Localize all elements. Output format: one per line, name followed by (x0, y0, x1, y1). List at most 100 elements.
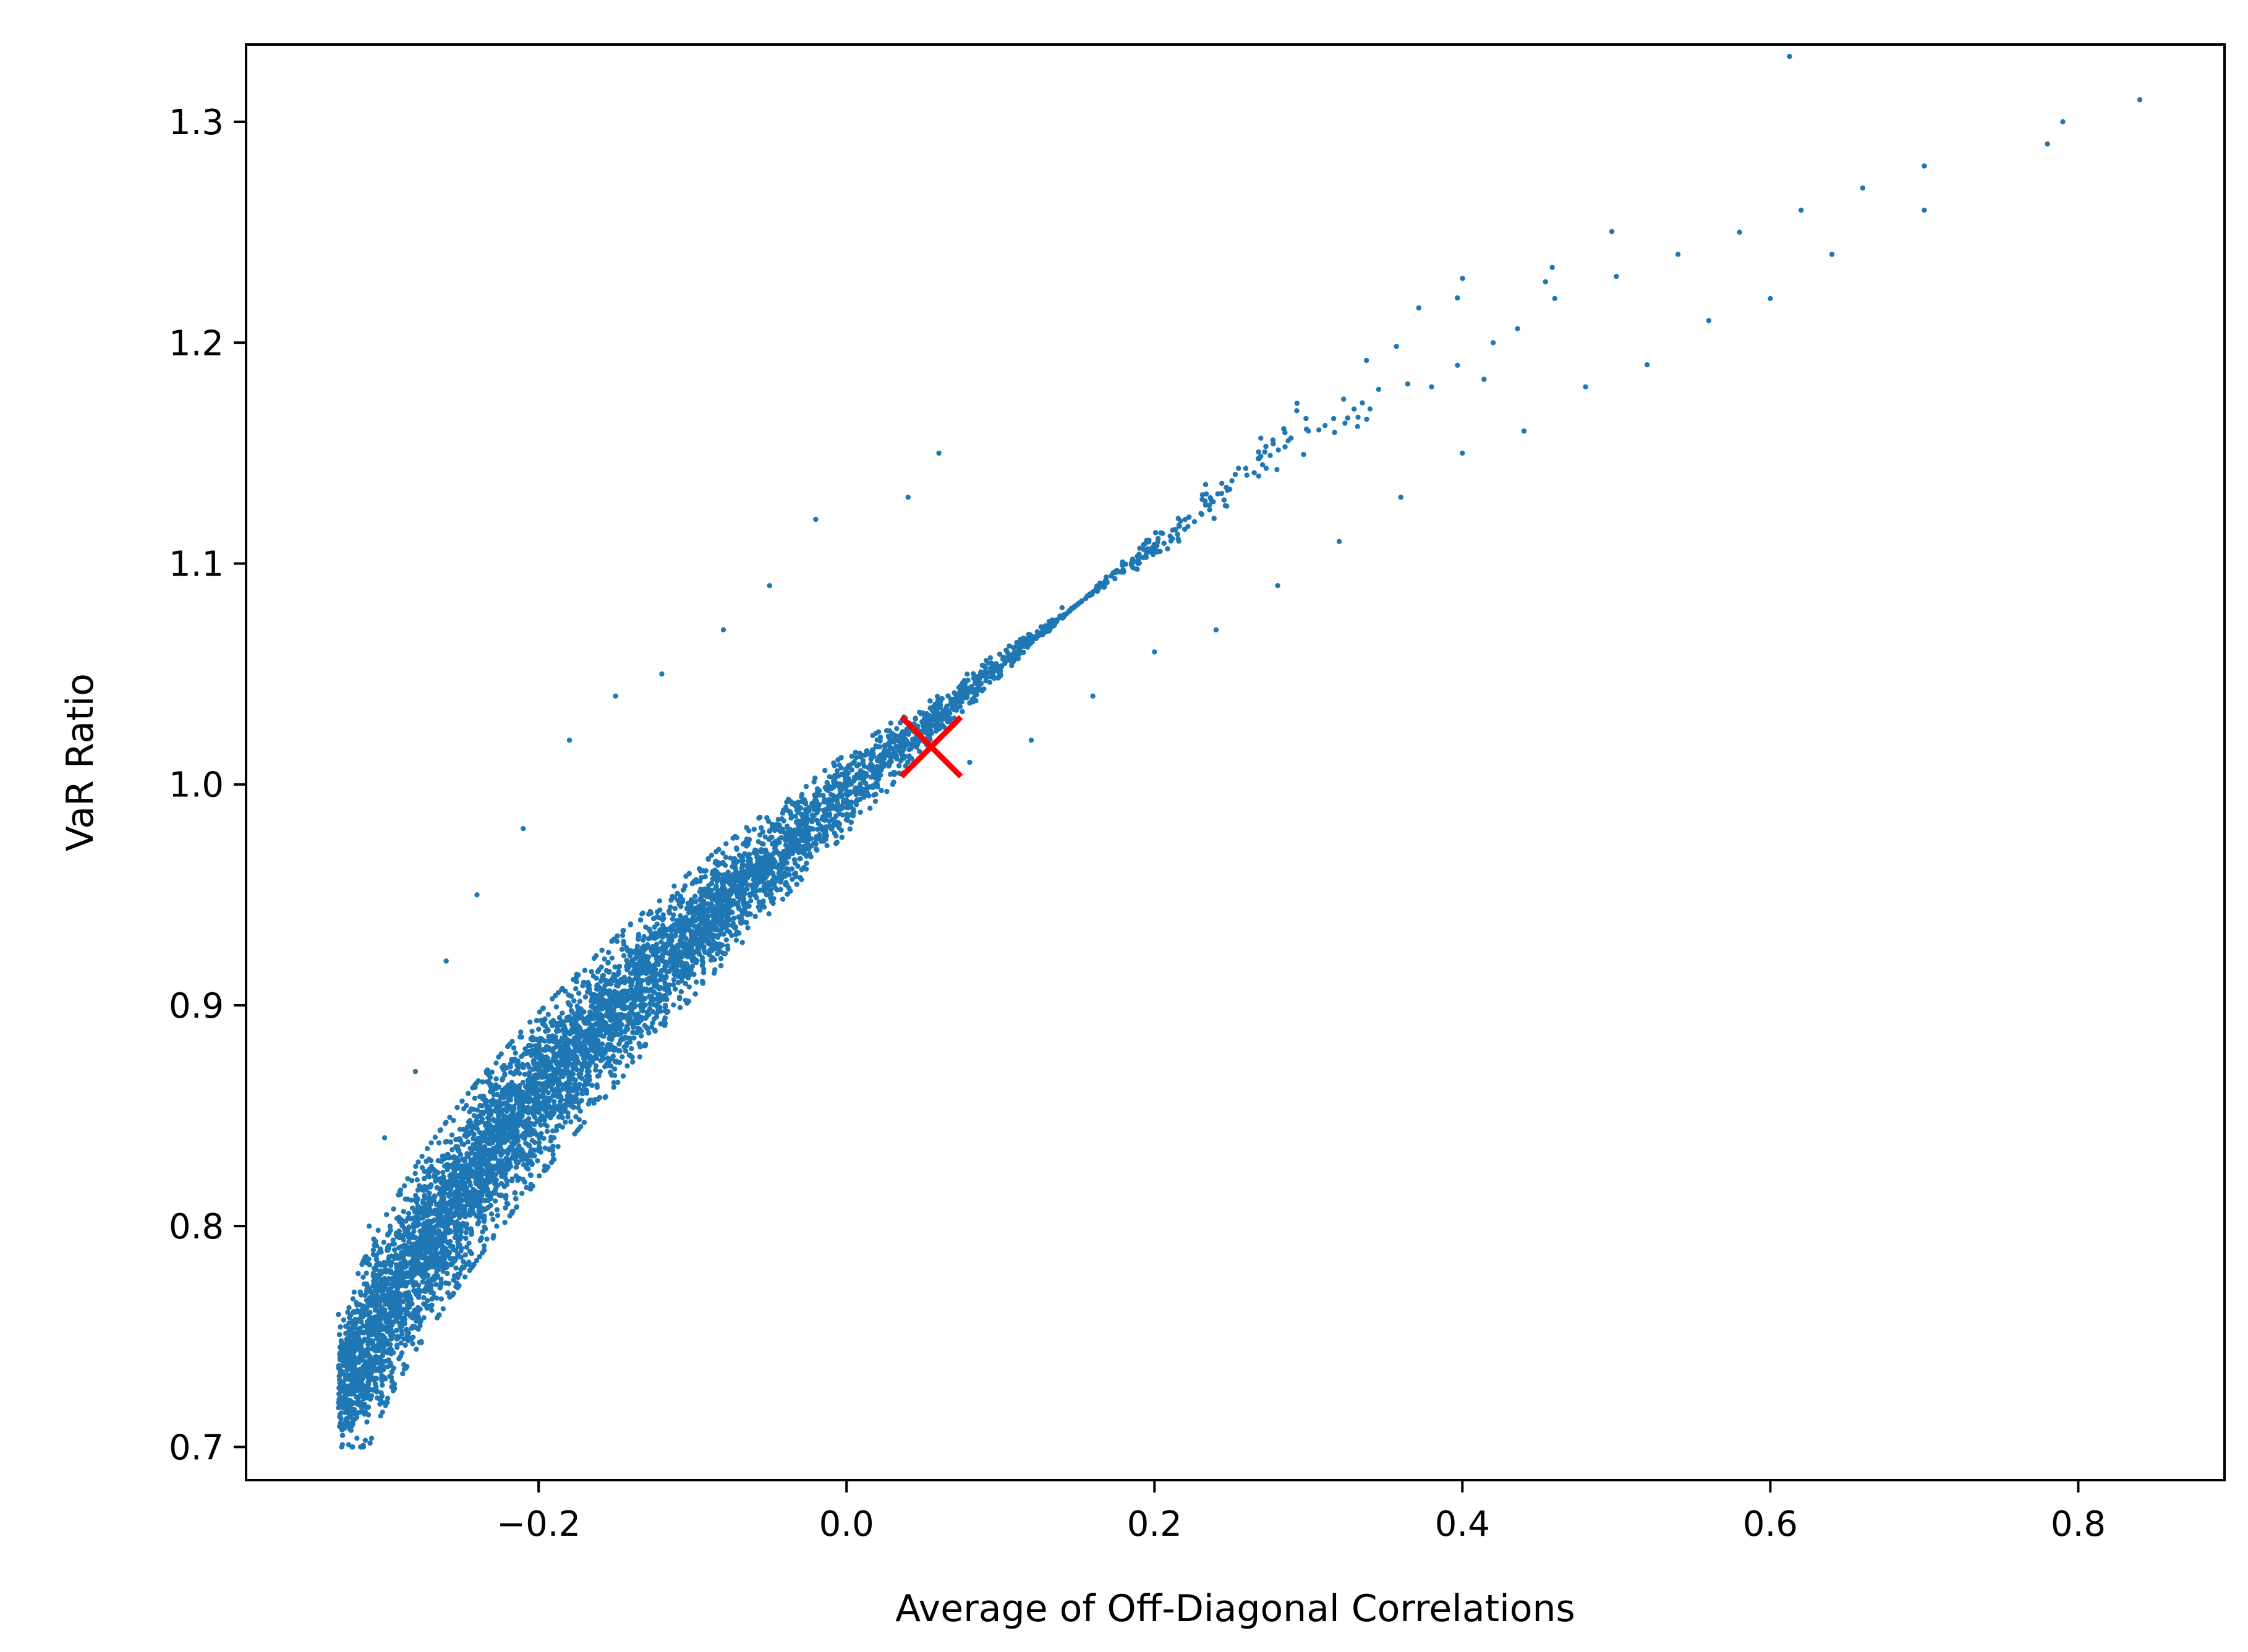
scatter-point (1258, 435, 1264, 441)
scatter-point (609, 955, 615, 961)
scatter-point (675, 890, 680, 896)
scatter-point (718, 943, 723, 950)
scatter-point (898, 720, 903, 726)
scatter-point (401, 1237, 407, 1243)
scatter-point (981, 686, 987, 692)
scatter-point (1294, 408, 1300, 414)
scatter-point (1224, 503, 1230, 509)
scatter-point (482, 1219, 487, 1224)
scatter-point (707, 952, 712, 958)
scatter-point (364, 1419, 370, 1425)
scatter-point (686, 910, 692, 916)
scatter-point (621, 953, 627, 958)
scatter-point (1229, 478, 1235, 483)
scatter-point (494, 1224, 500, 1229)
scatter-point (636, 932, 642, 937)
scatter-point (1232, 472, 1238, 477)
scatter-point (402, 1196, 408, 1202)
scatter-point (1355, 414, 1361, 420)
scatter-point (723, 854, 729, 860)
scatter-point (854, 763, 860, 769)
scatter-point (527, 1073, 532, 1079)
scatter-point (420, 1279, 425, 1285)
scatter-point (391, 1206, 396, 1212)
scatter-point (654, 942, 660, 947)
scatter-point (629, 1045, 634, 1052)
scatter-point (619, 932, 626, 939)
scatter-point (872, 798, 879, 804)
scatter-point (537, 1009, 542, 1015)
scatter-point (838, 827, 845, 833)
scatter-point (713, 886, 720, 892)
scatter-point (712, 956, 717, 963)
scatter-point (671, 1002, 676, 1008)
scatter-point (370, 1283, 376, 1288)
scatter-point (565, 1114, 571, 1120)
scatter-point (461, 1264, 467, 1271)
scatter-point (1199, 492, 1206, 498)
scatter-point (1236, 466, 1241, 471)
scatter-point (845, 765, 851, 771)
scatter-point (576, 1105, 581, 1110)
scatter-point (568, 1119, 574, 1125)
scatter-point (428, 1158, 434, 1164)
scatter-point (1609, 229, 1615, 234)
scatter-point (453, 1265, 459, 1271)
scatter-point (437, 1128, 443, 1133)
scatter-point (1355, 424, 1360, 429)
scatter-point (854, 754, 859, 760)
scatter-point (824, 843, 830, 848)
scatter-point (488, 1196, 494, 1201)
scatter-point (452, 1235, 458, 1240)
scatter-point (520, 1079, 526, 1086)
scatter-point (535, 1158, 540, 1164)
scatter-point (406, 1211, 412, 1216)
scatter-point (479, 1235, 485, 1241)
scatter-point (649, 1024, 655, 1030)
scatter-point (1176, 539, 1181, 544)
scatter-point (657, 898, 663, 904)
scatter-point (493, 1060, 499, 1066)
scatter-point (1322, 423, 1328, 428)
scatter-point (914, 744, 919, 750)
scatter-point (733, 937, 739, 943)
scatter-point (593, 1067, 598, 1073)
scatter-point (350, 1296, 356, 1301)
points-layer (336, 54, 2143, 1450)
scatter-point (398, 1340, 404, 1346)
scatter-point (381, 1240, 386, 1245)
scatter-point (449, 1147, 455, 1152)
scatter-point (672, 906, 678, 911)
scatter-point (393, 1252, 399, 1258)
scatter-point (639, 1033, 644, 1039)
scatter-point (447, 1115, 453, 1120)
scatter-point (440, 1306, 446, 1312)
scatter-point (477, 1103, 483, 1109)
scatter-point (748, 898, 754, 904)
scatter-point (671, 883, 677, 889)
scatter-point (462, 1133, 467, 1138)
scatter-point (1352, 406, 1357, 412)
scatter-point (449, 1132, 455, 1138)
scatter-point (602, 956, 607, 962)
scatter-point (815, 827, 820, 832)
scatter-point (756, 899, 762, 905)
scatter-point (971, 695, 977, 701)
scatter-point (762, 834, 768, 840)
scatter-point (582, 968, 588, 973)
scatter-point (666, 910, 673, 916)
scatter-point (858, 809, 863, 815)
scatter-point (619, 1054, 625, 1060)
scatter-point (671, 977, 677, 982)
scatter-point (661, 916, 666, 921)
scatter-point (401, 1209, 407, 1214)
scatter-point (752, 914, 758, 919)
scatter-point (341, 1317, 347, 1323)
scatter-point (964, 671, 970, 677)
scatter-point (553, 1004, 560, 1010)
scatter-point (432, 1135, 438, 1140)
scatter-point (400, 1371, 406, 1377)
scatter-point (827, 818, 832, 824)
scatter-point (711, 970, 717, 976)
